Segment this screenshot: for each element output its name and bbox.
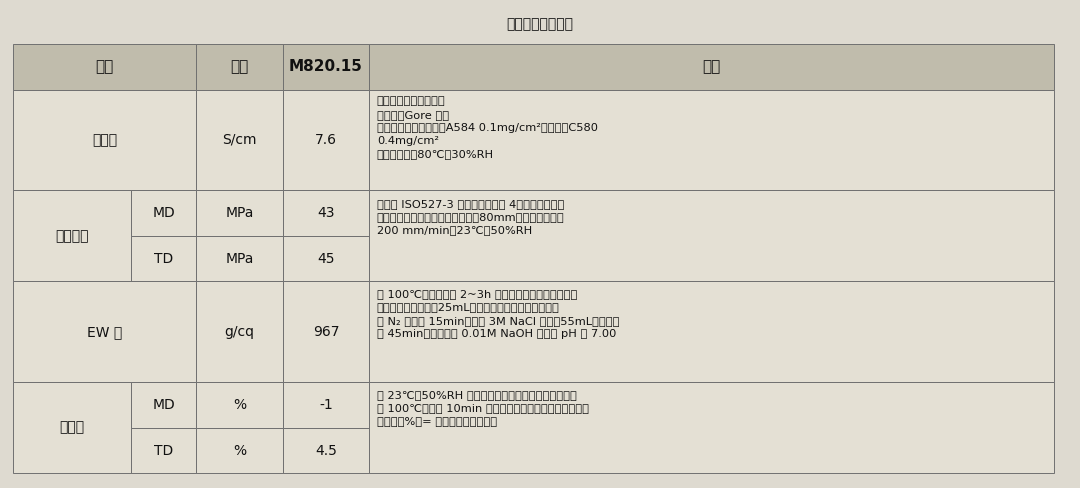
- Text: 967: 967: [313, 325, 339, 339]
- Text: -1: -1: [320, 398, 333, 412]
- Text: 在 100℃下真空干燥 2~3h 后，测量电解质的干重。将
电解质、去离子水（25mL）放入密封的电池装置中，充
入 N₂ 后搅拌 15min，倒入 3M Na: 在 100℃下真空干燥 2~3h 后，测量电解质的干重。将 电解质、去离子水（2…: [377, 289, 619, 339]
- Bar: [131, 236, 197, 282]
- Bar: [369, 44, 1054, 90]
- Text: 抗拉强度: 抗拉强度: [55, 229, 89, 243]
- Bar: [197, 236, 283, 282]
- Bar: [283, 282, 369, 382]
- Bar: [197, 282, 283, 382]
- Bar: [369, 382, 1054, 473]
- Bar: [283, 236, 369, 282]
- Bar: [131, 427, 197, 473]
- Text: 43: 43: [318, 206, 335, 220]
- Bar: [13, 382, 131, 473]
- Bar: [369, 190, 1054, 282]
- Bar: [197, 190, 283, 236]
- Text: 单位: 单位: [230, 59, 248, 74]
- Bar: [283, 90, 369, 190]
- Text: S/cm: S/cm: [222, 133, 257, 147]
- Bar: [197, 382, 283, 427]
- Text: %: %: [233, 398, 246, 412]
- Bar: [283, 190, 369, 236]
- Text: 交自膜的性能指标: 交自膜的性能指标: [507, 17, 573, 31]
- Bar: [369, 282, 1054, 382]
- Text: 方法: 方法: [703, 59, 721, 74]
- Text: MPa: MPa: [226, 206, 254, 220]
- Bar: [197, 44, 283, 90]
- Text: 在 23℃、50%RH 条件下测量膜的尺寸（干态尺寸）；
在 100℃下煮沸 10min 后，测量膜的尺寸（湿态尺寸）。
膨胀率（%）= 湿态尺寸／干态尺寸: 在 23℃、50%RH 条件下测量膜的尺寸（干态尺寸）； 在 100℃下煮沸 1…: [377, 390, 589, 426]
- Text: M820.15: M820.15: [289, 59, 363, 74]
- Bar: [197, 427, 283, 473]
- Text: g/cq: g/cq: [225, 325, 255, 339]
- Bar: [283, 382, 369, 427]
- Text: 电导率: 电导率: [92, 133, 118, 147]
- Text: MPa: MPa: [226, 252, 254, 265]
- Bar: [197, 90, 283, 190]
- Bar: [131, 190, 197, 236]
- Text: %: %: [233, 444, 246, 458]
- Text: MD: MD: [152, 398, 175, 412]
- Text: 性质: 性质: [95, 59, 113, 74]
- Bar: [13, 90, 197, 190]
- Bar: [131, 382, 197, 427]
- Text: 45: 45: [318, 252, 335, 265]
- Text: TD: TD: [154, 252, 173, 265]
- Text: MD: MD: [152, 206, 175, 220]
- Text: 【测试方法】交流阻抗
【电池】Gore 自制
【膜电极结构】阳极：A584 0.1mg/cm²，阴极：C580
0.4mg/cm²
【测试条件】80℃，30%R: 【测试方法】交流阻抗 【电池】Gore 自制 【膜电极结构】阳极：A584 0.…: [377, 97, 598, 159]
- Text: 7.6: 7.6: [315, 133, 337, 147]
- Bar: [283, 427, 369, 473]
- Text: 4.5: 4.5: [315, 444, 337, 458]
- Bar: [283, 44, 369, 90]
- Text: TD: TD: [154, 444, 173, 458]
- Text: 溶胀率: 溶胀率: [59, 421, 84, 435]
- Bar: [369, 90, 1054, 190]
- Text: 等同于 ISO527-3 形状：样品型号 4（窄的平行部分
的宽度），夹具之间的初始距离：80mm，十字头速度：
200 mm/min，23℃，50%RH: 等同于 ISO527-3 形状：样品型号 4（窄的平行部分 的宽度），夹具之间的…: [377, 199, 565, 235]
- Bar: [13, 190, 131, 282]
- Text: EW 值: EW 值: [87, 325, 122, 339]
- Bar: [13, 44, 197, 90]
- Bar: [13, 282, 197, 382]
